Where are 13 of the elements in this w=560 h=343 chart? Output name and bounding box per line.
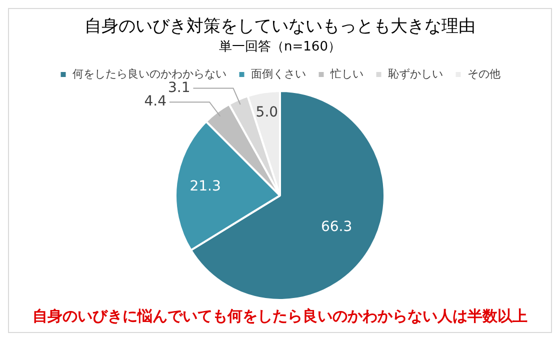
- data-label: 21.3: [190, 178, 221, 194]
- chart-title: 自身のいびき対策をしていないもっとも大きな理由: [84, 16, 476, 37]
- legend-label: 忙しい: [329, 67, 364, 80]
- data-label: 3.1: [168, 80, 190, 96]
- chart-subtitle: 単一回答（n=160）: [219, 40, 341, 55]
- legend-label: 何をしたら良いのかわからない: [72, 67, 226, 80]
- text: 自身のいびきに悩んでいても何をしたら良いのかわからない人は半数以上: [32, 306, 528, 327]
- legend-label: 恥ずかしい: [388, 67, 443, 80]
- legend-label: 面倒くさい: [250, 67, 306, 80]
- data-label: 4.4: [144, 94, 167, 110]
- data-label: 66.3: [320, 218, 352, 235]
- data-label: 5.0: [256, 104, 278, 121]
- legend-label: その他: [467, 67, 500, 80]
